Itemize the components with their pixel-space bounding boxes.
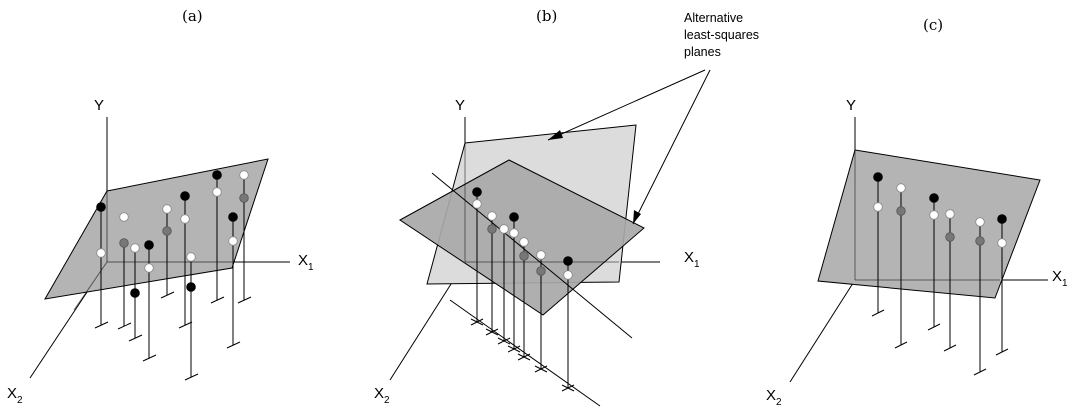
y-axis-label-b: Y <box>455 97 465 114</box>
y-axis-label-c: Y <box>846 97 856 114</box>
x2-axis-label-c: X2 <box>766 387 782 408</box>
point-on-plane <box>162 204 172 214</box>
x2-axis-label-b: X2 <box>374 385 390 406</box>
point-above-plane <box>929 193 939 203</box>
point-on-plane <box>212 187 222 197</box>
data-points-a <box>96 170 249 298</box>
panel-label-c: (c) <box>923 16 943 34</box>
regression-plane-c <box>817 149 1041 299</box>
point-on-plane <box>945 209 955 219</box>
ticks-a <box>94 291 252 381</box>
x1-axis-label-a: X1 <box>298 252 314 273</box>
point-above-plane <box>144 240 154 250</box>
point-below-plane <box>896 206 906 216</box>
y-axis-label-a: Y <box>94 97 104 114</box>
annotation-line-1: Alternative <box>684 11 743 25</box>
point-above-plane <box>873 172 883 182</box>
panel-a: (a) <box>7 7 314 406</box>
point-above-plane <box>997 214 1007 224</box>
ticks-c <box>871 309 1009 376</box>
panel-label-a: (a) <box>182 7 203 25</box>
point-below-plane <box>130 288 140 298</box>
x2-axis-label-a: X2 <box>7 385 23 406</box>
point-on-plane <box>96 248 106 258</box>
point-on-plane <box>873 202 883 212</box>
point-on-plane <box>472 199 482 209</box>
point-above-plane <box>563 256 573 266</box>
point-on-plane <box>563 270 573 280</box>
ground-line-b <box>449 299 601 407</box>
crosses-b <box>470 318 575 392</box>
point-below-plane <box>186 282 196 292</box>
panel-b: (b) <box>374 7 759 407</box>
point-on-plane <box>228 236 238 246</box>
x1-axis-label-b: X1 <box>684 249 700 270</box>
point-below-plane <box>487 224 497 234</box>
regression-plane-a <box>44 158 269 300</box>
point-on-plane <box>239 170 249 180</box>
point-on-plane <box>536 250 546 260</box>
point-below-plane <box>119 238 129 248</box>
data-points-c <box>873 172 1007 248</box>
x1-axis-label-c: X1 <box>1052 268 1068 289</box>
data-points-b <box>472 187 573 280</box>
point-below-plane <box>162 226 172 236</box>
point-on-plane <box>119 212 129 222</box>
point-on-plane <box>130 243 140 253</box>
x2-axis-c <box>789 279 856 383</box>
point-above-plane <box>96 202 106 212</box>
panel-label-b: (b) <box>536 7 557 25</box>
point-on-plane <box>997 238 1007 248</box>
point-above-plane <box>472 187 482 197</box>
point-on-plane <box>975 217 985 227</box>
point-on-plane <box>144 263 154 273</box>
panel-c: (c) <box>766 16 1068 408</box>
annotation-arrows <box>547 69 711 225</box>
point-on-plane <box>519 237 529 247</box>
point-on-plane <box>896 183 906 193</box>
point-below-plane <box>239 193 249 203</box>
annotation-line-2: least-squares <box>684 28 759 42</box>
point-on-plane <box>499 224 509 234</box>
point-above-plane <box>228 212 238 222</box>
point-above-plane <box>509 212 519 222</box>
point-above-plane <box>212 170 222 180</box>
point-below-plane <box>975 236 985 246</box>
alternative-plane-dark <box>399 159 645 316</box>
point-on-plane <box>180 214 190 224</box>
point-above-plane <box>180 191 190 201</box>
point-below-plane <box>536 266 546 276</box>
point-on-plane <box>487 211 497 221</box>
point-on-plane <box>929 210 939 220</box>
point-on-plane <box>186 252 196 262</box>
point-below-plane <box>519 251 529 261</box>
point-below-plane <box>945 232 955 242</box>
annotation-line-3: planes <box>684 45 721 59</box>
point-on-plane <box>509 228 519 238</box>
